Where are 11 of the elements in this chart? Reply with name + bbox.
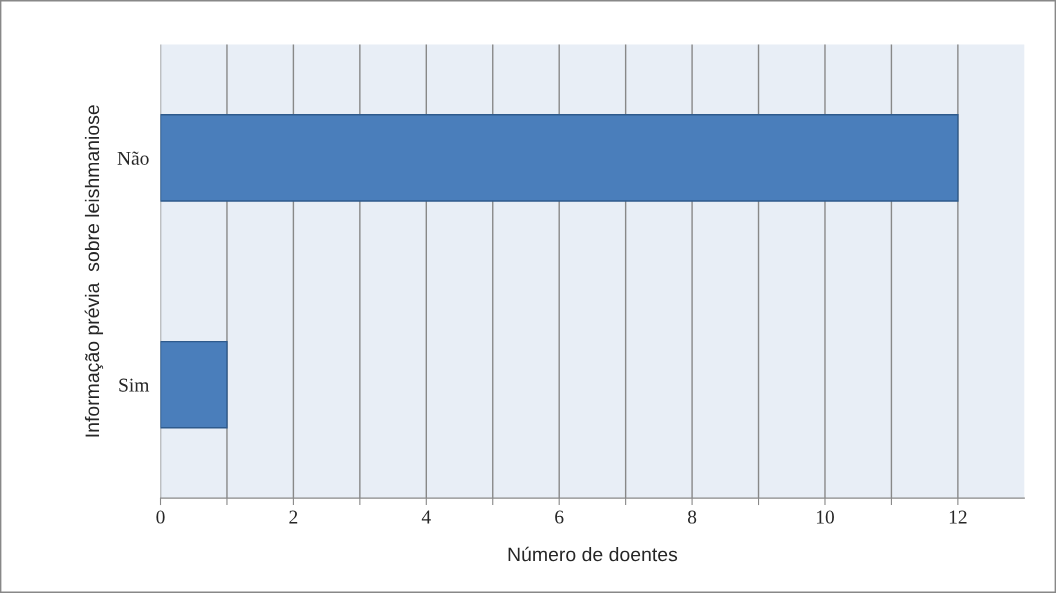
x-tick-label: 8 [687,510,697,524]
x-tick-label: 10 [816,510,834,524]
x-tick-label: 12 [949,510,967,524]
y-tick-label: Não [117,151,149,165]
x-axis-title: Número de doentes [508,546,678,562]
y-tick-label: Sim [119,378,150,392]
x-tick-label: 6 [555,510,564,524]
x-tick-label: 0 [156,510,165,524]
x-tick-label: 4 [421,510,431,524]
x-tick-label: 2 [289,510,298,524]
y-axis-title: Informação prévia sobre leishmaniose [84,105,104,437]
